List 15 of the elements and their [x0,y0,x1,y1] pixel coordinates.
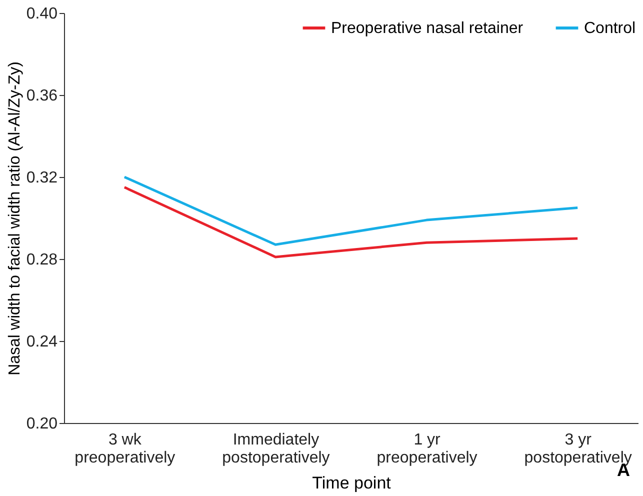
x-tick-label: 3 wk preoperatively [74,432,176,466]
y-tick-label: 0.20 [26,416,58,432]
line-series [123,186,579,258]
y-tick-label: 0.40 [26,6,58,22]
x-axis-title: Time point [312,474,392,492]
y-tick-label: 0.36 [26,88,58,104]
legend-label: Control [584,20,636,37]
y-tick-label: 0.32 [26,170,58,186]
x-tick-label: 1 yr preoperatively [376,432,478,466]
x-tick-label: Immediately postoperatively [222,432,330,466]
line-series [123,176,579,246]
y-tick-label: 0.24 [26,334,58,350]
legend-label: Preoperative nasal retainer [331,20,524,37]
y-axis-title: Nasal width to facial width ratio (Al-Al/Zy-Zy) [6,62,24,376]
y-tick-label: 0.28 [26,252,58,268]
